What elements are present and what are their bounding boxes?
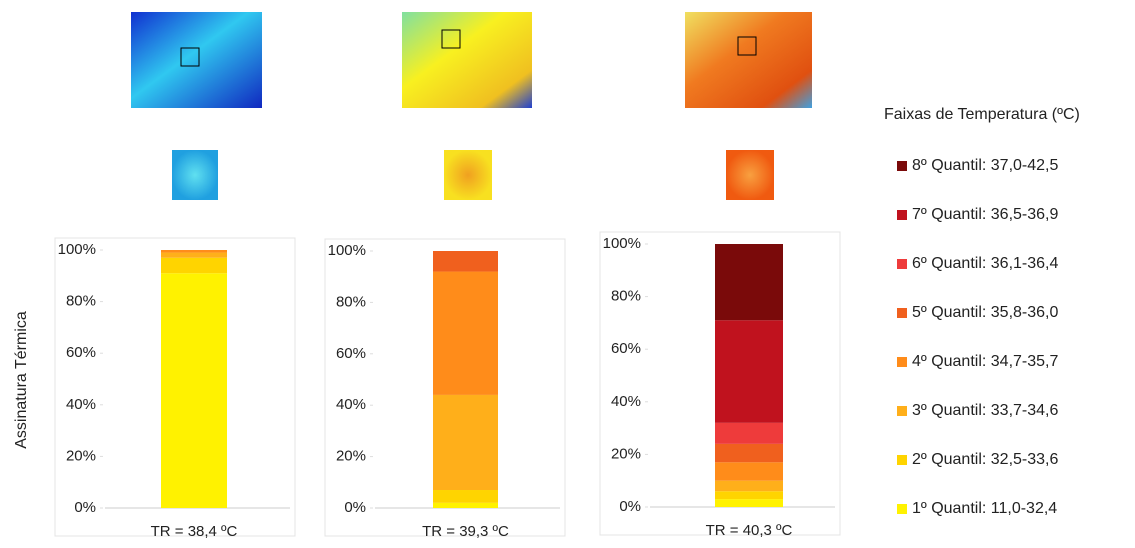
y-tick-label: 20% bbox=[336, 448, 366, 465]
bar-segment bbox=[433, 395, 498, 490]
y-tick-label: 100% bbox=[58, 241, 96, 258]
legend-label: 5º Quantil: 35,8-36,0 bbox=[912, 304, 1058, 321]
thermal-image bbox=[402, 12, 532, 108]
thermal-images bbox=[131, 12, 812, 200]
y-tick-label: 20% bbox=[66, 447, 96, 464]
legend-label: 7º Quantil: 36,5-36,9 bbox=[912, 206, 1058, 223]
y-tick-label: 40% bbox=[611, 393, 641, 410]
legend-swatch bbox=[897, 504, 907, 514]
bar-segment bbox=[715, 444, 783, 462]
bar-segment bbox=[433, 251, 498, 272]
y-tick-label: 60% bbox=[611, 340, 641, 357]
x-tick-label: TR = 39,3 ºC bbox=[422, 523, 509, 540]
y-tick-label: 0% bbox=[74, 499, 96, 516]
bar-segment bbox=[715, 462, 783, 480]
legend-label: 1º Quantil: 11,0-32,4 bbox=[912, 500, 1057, 517]
y-tick-label: 100% bbox=[603, 235, 641, 252]
legend-swatch bbox=[897, 455, 907, 465]
legend-swatch bbox=[897, 308, 907, 318]
legend-swatch bbox=[897, 259, 907, 269]
eye-crop bbox=[172, 150, 218, 200]
legend-label: 8º Quantil: 37,0-42,5 bbox=[912, 157, 1058, 174]
bar-segment bbox=[715, 320, 783, 423]
bar-segment bbox=[161, 258, 227, 273]
x-tick-label: TR = 40,3 ºC bbox=[706, 522, 793, 539]
y-axis-label: Assinatura Térmica bbox=[13, 311, 30, 449]
legend-swatch bbox=[897, 357, 907, 367]
chart: Assinatura Térmica Faixas de Temperatura… bbox=[0, 0, 1135, 543]
bar-segment bbox=[161, 273, 227, 508]
thermal-image bbox=[131, 12, 262, 108]
y-tick-label: 40% bbox=[336, 396, 366, 413]
bar-segment bbox=[433, 272, 498, 395]
legend-label: 3º Quantil: 33,7-34,6 bbox=[912, 402, 1058, 419]
y-tick-label: 0% bbox=[619, 498, 641, 515]
y-tick-label: 80% bbox=[66, 293, 96, 310]
bar-segment bbox=[715, 423, 783, 444]
bar-segment bbox=[715, 499, 783, 507]
thermal-image bbox=[685, 12, 812, 108]
bar-segment bbox=[715, 244, 783, 320]
y-tick-label: 60% bbox=[336, 345, 366, 362]
y-tick-label: 0% bbox=[344, 499, 366, 516]
legend-swatch bbox=[897, 210, 907, 220]
y-tick-label: 80% bbox=[336, 293, 366, 310]
legend-label: 4º Quantil: 34,7-35,7 bbox=[912, 353, 1058, 370]
y-tick-label: 40% bbox=[66, 396, 96, 413]
legend-swatch bbox=[897, 406, 907, 416]
legend-label: 6º Quantil: 36,1-36,4 bbox=[912, 255, 1058, 272]
legend-swatch bbox=[897, 161, 907, 171]
y-tick-label: 20% bbox=[611, 445, 641, 462]
eye-crop bbox=[726, 150, 774, 200]
bar-segment bbox=[161, 253, 227, 258]
eye-crop bbox=[444, 150, 492, 200]
bar-segment bbox=[433, 503, 498, 508]
y-tick-label: 100% bbox=[328, 242, 366, 259]
bar-segment bbox=[433, 490, 498, 503]
y-tick-label: 80% bbox=[611, 288, 641, 305]
bar-segment bbox=[715, 481, 783, 492]
legend-label: 2º Quantil: 32,5-33,6 bbox=[912, 451, 1058, 468]
y-tick-label: 60% bbox=[66, 344, 96, 361]
bar-segment bbox=[715, 491, 783, 499]
legend-title: Faixas de Temperatura (ºC) bbox=[884, 106, 1080, 123]
bar-segment bbox=[161, 250, 227, 253]
x-tick-label: TR = 38,4 ºC bbox=[151, 523, 238, 540]
